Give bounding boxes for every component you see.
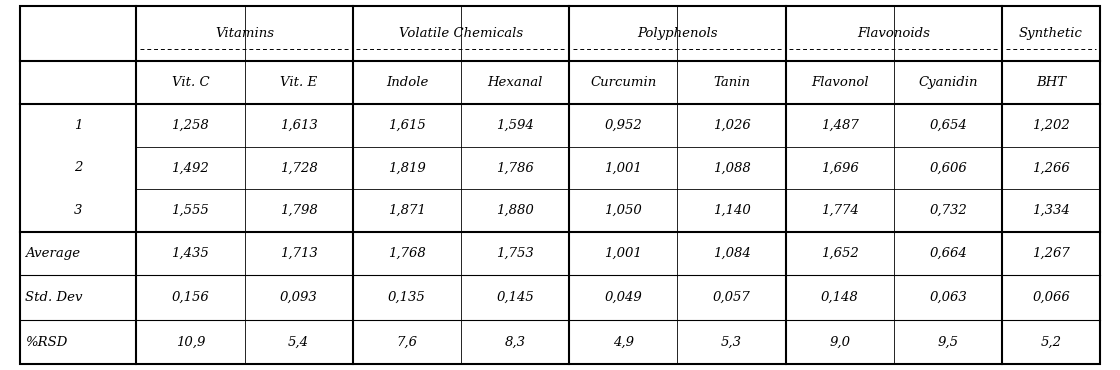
Text: 4,9: 4,9 bbox=[613, 336, 634, 349]
Text: 1,613: 1,613 bbox=[280, 119, 318, 132]
Text: Average: Average bbox=[25, 247, 80, 260]
Text: 0,063: 0,063 bbox=[930, 291, 967, 304]
Text: 1,594: 1,594 bbox=[496, 119, 534, 132]
Text: Tanin: Tanin bbox=[713, 76, 750, 89]
Text: %RSD: %RSD bbox=[25, 336, 67, 349]
Text: 0,606: 0,606 bbox=[930, 161, 967, 174]
Text: 1,713: 1,713 bbox=[280, 247, 318, 260]
Text: 8,3: 8,3 bbox=[505, 336, 525, 349]
Text: 0,049: 0,049 bbox=[605, 291, 642, 304]
Text: 0,952: 0,952 bbox=[605, 119, 642, 132]
Text: 1,202: 1,202 bbox=[1033, 119, 1070, 132]
Text: Vit. E: Vit. E bbox=[280, 76, 317, 89]
Text: Vit. C: Vit. C bbox=[171, 76, 209, 89]
Text: 9,5: 9,5 bbox=[937, 336, 959, 349]
Text: 0,093: 0,093 bbox=[280, 291, 318, 304]
Text: Hexanal: Hexanal bbox=[487, 76, 543, 89]
Text: Synthetic: Synthetic bbox=[1019, 27, 1083, 40]
Text: 1,774: 1,774 bbox=[821, 204, 859, 217]
Text: 5,2: 5,2 bbox=[1040, 336, 1062, 349]
Text: 1,267: 1,267 bbox=[1033, 247, 1070, 260]
Text: 1,084: 1,084 bbox=[712, 247, 750, 260]
Text: 1,652: 1,652 bbox=[821, 247, 859, 260]
Text: 10,9: 10,9 bbox=[176, 336, 205, 349]
Text: 0,148: 0,148 bbox=[821, 291, 859, 304]
Text: BHT: BHT bbox=[1036, 76, 1066, 89]
Text: 1,001: 1,001 bbox=[605, 161, 642, 174]
Text: Curcumin: Curcumin bbox=[590, 76, 656, 89]
Text: 0,732: 0,732 bbox=[930, 204, 967, 217]
Text: 1,871: 1,871 bbox=[388, 204, 426, 217]
Text: 2: 2 bbox=[74, 161, 83, 174]
Text: 1,026: 1,026 bbox=[712, 119, 750, 132]
Text: 1,728: 1,728 bbox=[280, 161, 318, 174]
Text: 1,786: 1,786 bbox=[496, 161, 534, 174]
Text: 0,156: 0,156 bbox=[171, 291, 209, 304]
Text: Std. Dev: Std. Dev bbox=[25, 291, 82, 304]
Text: 0,066: 0,066 bbox=[1033, 291, 1070, 304]
Text: 0,145: 0,145 bbox=[496, 291, 534, 304]
Text: 1: 1 bbox=[74, 119, 83, 132]
Text: 1,798: 1,798 bbox=[280, 204, 318, 217]
Text: 1,753: 1,753 bbox=[496, 247, 534, 260]
Text: 1,435: 1,435 bbox=[171, 247, 209, 260]
Text: Polyphenols: Polyphenols bbox=[637, 27, 718, 40]
Text: Indole: Indole bbox=[385, 76, 428, 89]
Text: 7,6: 7,6 bbox=[396, 336, 418, 349]
Text: 1,492: 1,492 bbox=[171, 161, 209, 174]
Text: 1,819: 1,819 bbox=[388, 161, 426, 174]
Text: 1,555: 1,555 bbox=[171, 204, 209, 217]
Text: 1,050: 1,050 bbox=[605, 204, 642, 217]
Text: 3: 3 bbox=[74, 204, 83, 217]
Text: 5,4: 5,4 bbox=[288, 336, 309, 349]
Text: 1,258: 1,258 bbox=[171, 119, 209, 132]
Text: Flavonol: Flavonol bbox=[811, 76, 869, 89]
Text: 1,140: 1,140 bbox=[712, 204, 750, 217]
Text: Flavonoids: Flavonoids bbox=[858, 27, 931, 40]
Text: Volatile Chemicals: Volatile Chemicals bbox=[399, 27, 523, 40]
Text: 1,615: 1,615 bbox=[388, 119, 426, 132]
Text: 9,0: 9,0 bbox=[829, 336, 850, 349]
Text: 1,768: 1,768 bbox=[388, 247, 426, 260]
Text: 1,696: 1,696 bbox=[821, 161, 859, 174]
Text: 1,088: 1,088 bbox=[712, 161, 750, 174]
Text: 5,3: 5,3 bbox=[721, 336, 743, 349]
Text: 0,664: 0,664 bbox=[930, 247, 967, 260]
Text: 0,654: 0,654 bbox=[930, 119, 967, 132]
Text: Cyanidin: Cyanidin bbox=[918, 76, 978, 89]
Text: 1,266: 1,266 bbox=[1033, 161, 1070, 174]
Text: 1,001: 1,001 bbox=[605, 247, 642, 260]
Text: 0,057: 0,057 bbox=[712, 291, 750, 304]
Text: 1,334: 1,334 bbox=[1033, 204, 1070, 217]
Text: 1,487: 1,487 bbox=[821, 119, 859, 132]
Text: 0,135: 0,135 bbox=[388, 291, 426, 304]
Text: Vitamins: Vitamins bbox=[215, 27, 274, 40]
Text: 1,880: 1,880 bbox=[496, 204, 534, 217]
